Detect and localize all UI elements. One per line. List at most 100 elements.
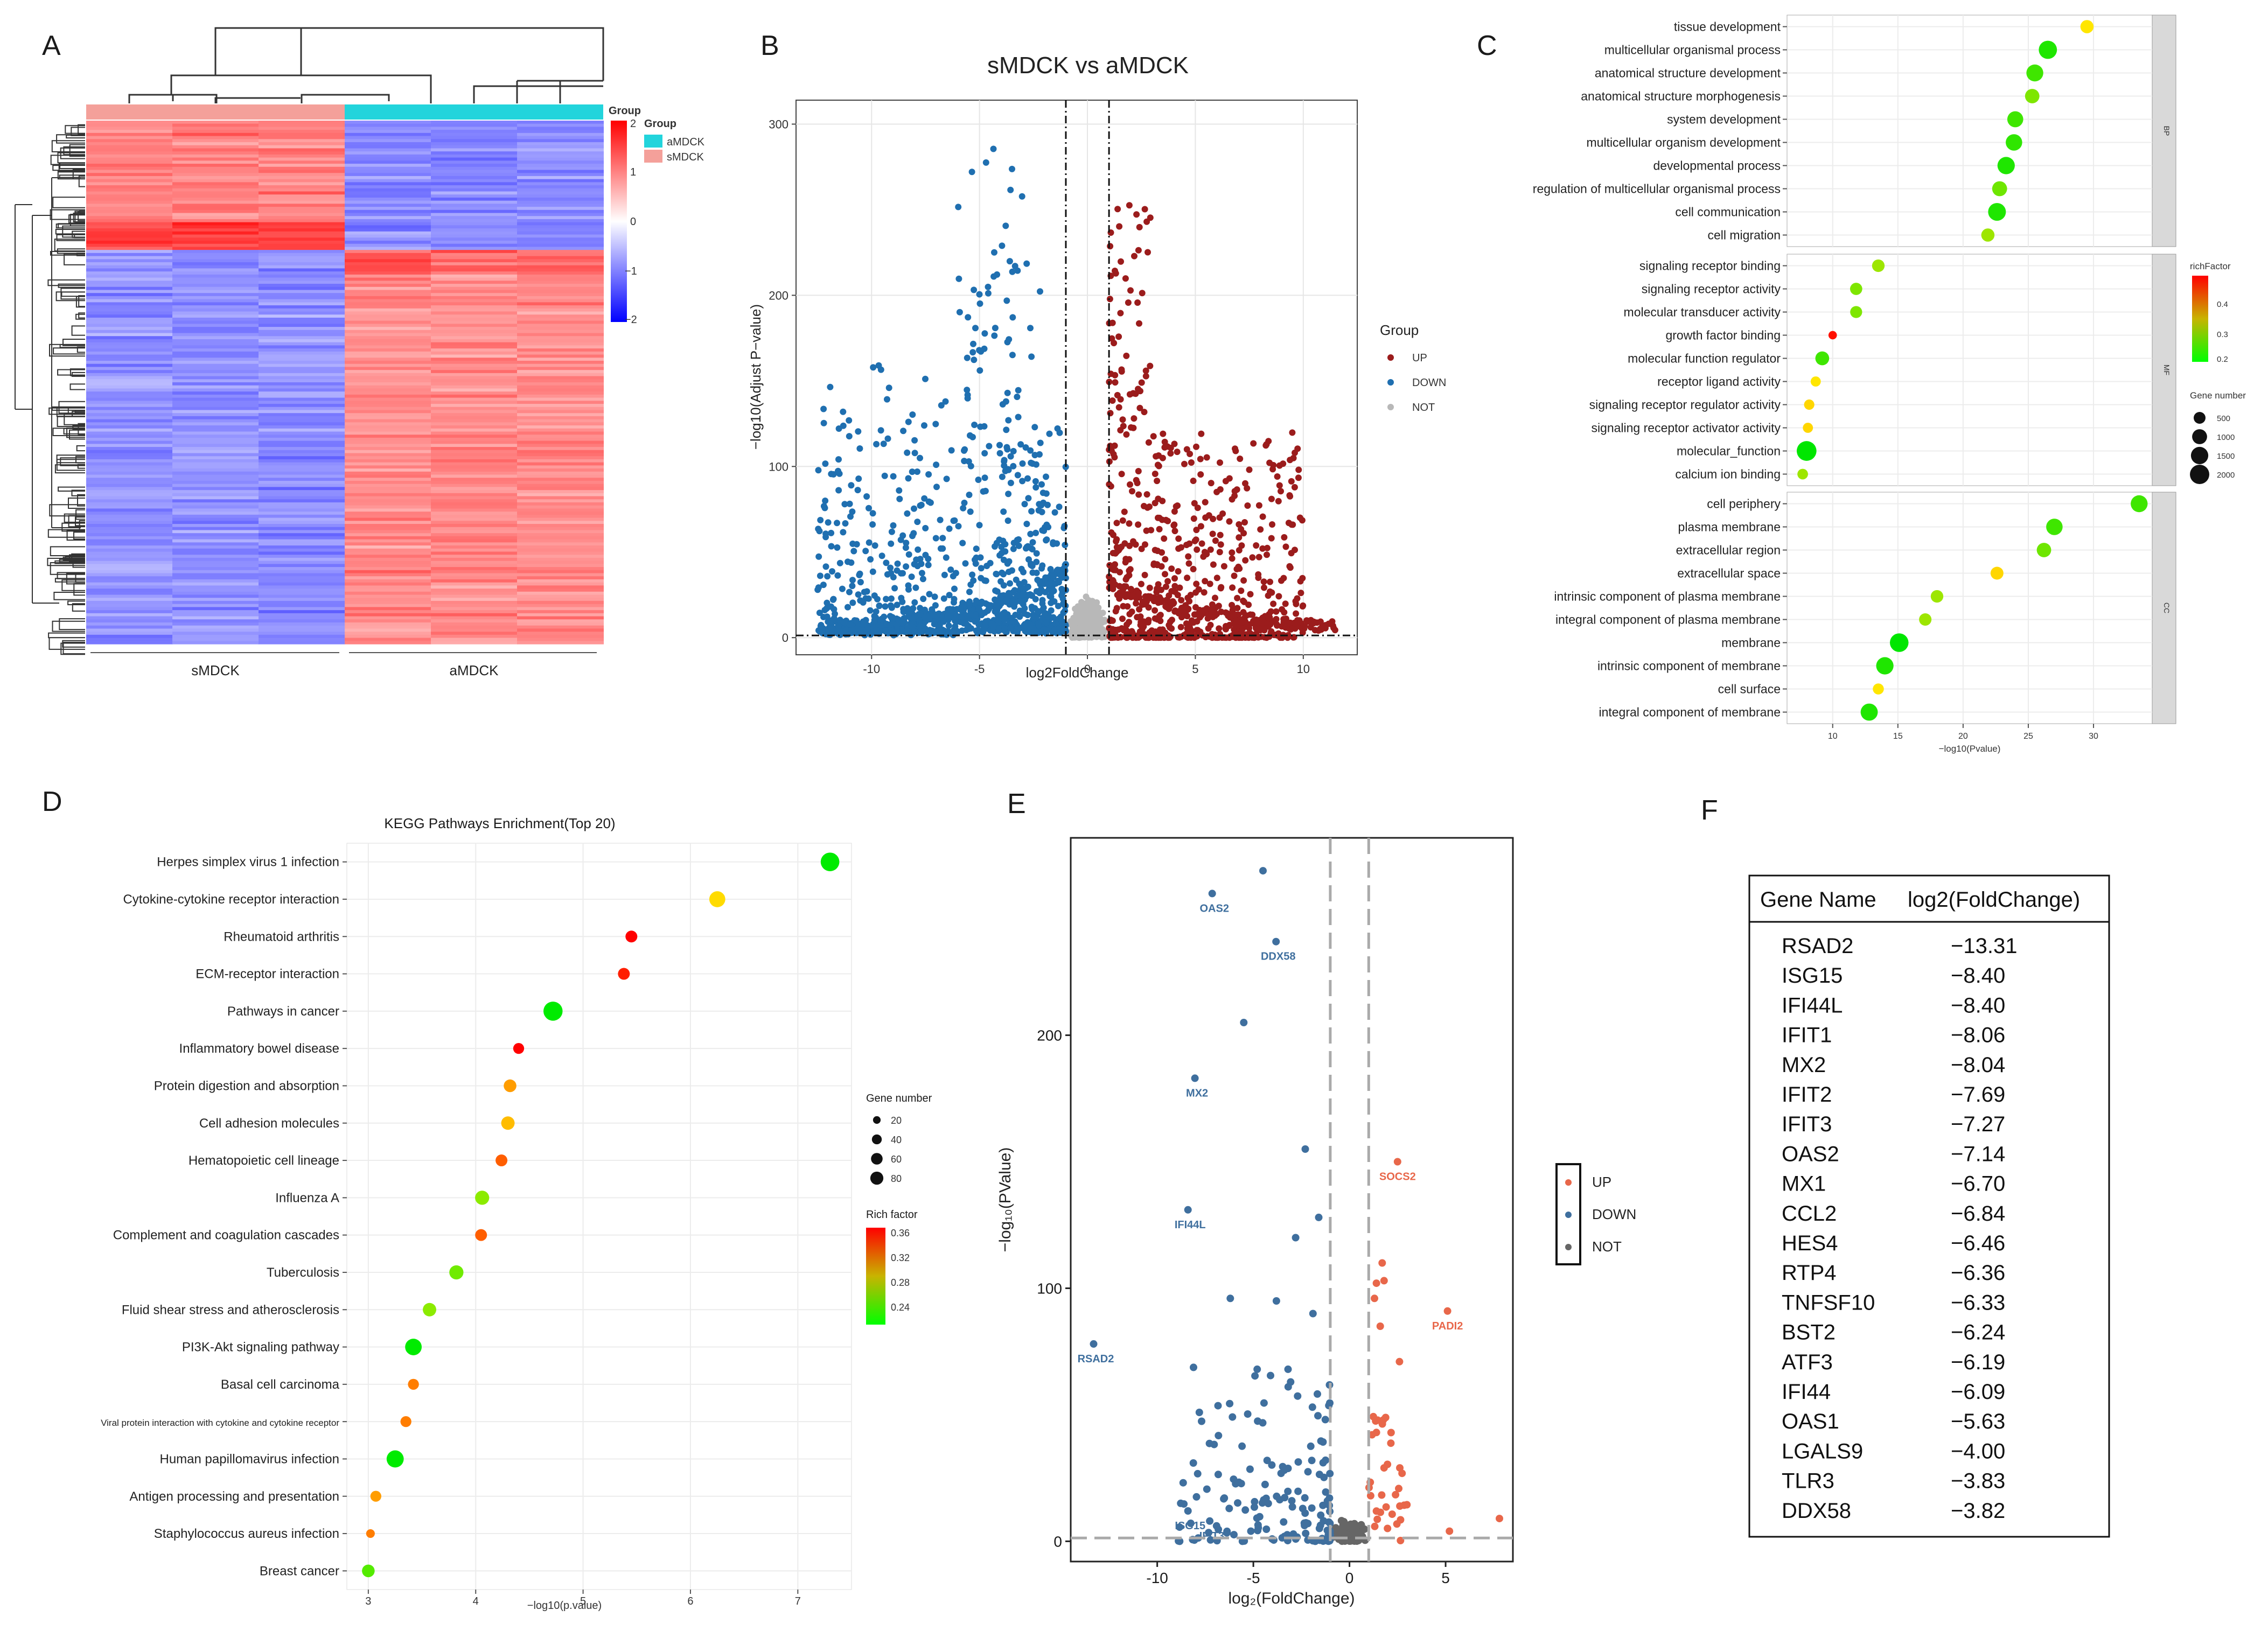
heatmap-cell <box>86 413 173 417</box>
volcano-point-down <box>1028 508 1035 515</box>
heatmap-cell <box>345 440 431 444</box>
heatmap-cell <box>345 533 431 537</box>
heatmap-cell <box>172 468 259 472</box>
go-term-label: signaling receptor regulator activity <box>1589 398 1781 412</box>
volcano-point-down <box>1205 1529 1213 1537</box>
heatmap-cell <box>431 130 518 134</box>
heatmap-cell <box>517 268 604 272</box>
heatmap-cell <box>431 182 518 186</box>
heatmap-cell <box>86 585 173 589</box>
heatmap-cell <box>86 324 173 327</box>
point-label: IFI44L <box>1175 1219 1206 1231</box>
volcano-point-down <box>1022 444 1029 451</box>
heatmap-cell <box>345 394 431 398</box>
go-term-label: membrane <box>1721 636 1781 650</box>
heatmap-cell <box>172 240 259 244</box>
heatmap-cell <box>345 345 431 349</box>
heatmap-cell <box>172 459 259 463</box>
heatmap-cell <box>431 209 518 214</box>
volcano-point-up <box>1207 546 1214 553</box>
heatmap-cell <box>517 342 604 346</box>
volcano-point-down <box>929 627 936 634</box>
heatmap-cell <box>172 286 259 291</box>
volcano-point-down <box>1050 541 1057 548</box>
heatmap-cell <box>259 317 345 321</box>
heatmap-cell <box>86 453 173 457</box>
volcano-point-down <box>1210 1440 1218 1448</box>
heatmap-cell <box>172 410 259 414</box>
heatmap-cell <box>345 259 431 263</box>
volcano-point-down <box>1223 1527 1231 1535</box>
volcano-point-down <box>917 622 924 629</box>
volcano-point-up <box>1138 545 1145 552</box>
volcano-point-down <box>835 467 841 474</box>
volcano-point-up <box>1183 542 1190 548</box>
go-term-label: multicellular organism development <box>1587 136 1781 150</box>
plot-area <box>795 100 1358 655</box>
fold-change-cell: −6.09 <box>1951 1380 2005 1404</box>
heatmap-cell <box>431 240 518 244</box>
pathway-point <box>543 1002 563 1021</box>
volcano-point-down <box>1322 1488 1330 1496</box>
heatmap-cell <box>431 317 518 321</box>
volcano-point-down <box>822 460 829 467</box>
heatmap-cell <box>172 121 259 124</box>
volcano-point-down <box>894 601 901 608</box>
pathway-point <box>386 1450 404 1468</box>
heatmap-cell <box>431 545 518 549</box>
volcano-point-up <box>1231 488 1238 495</box>
heatmap-cell <box>86 281 173 284</box>
heatmap-cell <box>259 616 345 620</box>
heatmap-cell <box>86 594 173 598</box>
heatmap-cell <box>259 268 345 272</box>
heatmap-cell <box>86 496 173 500</box>
volcano-point-down <box>931 593 938 600</box>
labeled-point <box>1184 1206 1192 1214</box>
heatmap-cell <box>517 216 604 220</box>
y-tick-label: 100 <box>769 460 788 473</box>
volcano-point-down <box>1013 576 1020 583</box>
x-tick-label: 0 <box>1084 662 1091 676</box>
heatmap-cell <box>172 570 259 574</box>
x-axis-label: log2FoldChange <box>1026 664 1129 681</box>
heatmap-cell <box>259 530 345 534</box>
heatmap-cell <box>345 524 431 528</box>
volcano-point-down <box>1036 451 1043 458</box>
heatmap-cell <box>172 505 259 509</box>
volcano-point-down <box>1027 447 1034 454</box>
go-term-point <box>1997 157 2015 174</box>
heatmap-cell <box>86 123 173 128</box>
volcano-point-up <box>1213 575 1220 582</box>
volcano-point-down <box>1027 622 1034 628</box>
heatmap-cell <box>259 453 345 457</box>
volcano-point-up <box>1260 578 1267 585</box>
heatmap-cell <box>172 478 259 481</box>
size-legend-marker <box>2190 446 2209 465</box>
volcano-point-up <box>1376 1322 1384 1330</box>
volcano-point-up <box>1141 206 1148 213</box>
heatmap-cell <box>345 367 431 370</box>
heatmap-cell <box>259 382 345 386</box>
heatmap-cell <box>259 628 345 632</box>
heatmap-cell <box>259 391 345 395</box>
pathway-point <box>820 852 840 871</box>
heatmap-cell <box>259 625 345 629</box>
go-term-label: regulation of multicellular organismal p… <box>1533 182 1781 196</box>
volcano-point-down <box>922 375 929 382</box>
volcano-point-up <box>1496 1515 1503 1523</box>
heatmap-cell <box>517 604 604 607</box>
volcano-point-down <box>1259 1419 1267 1427</box>
volcano-point-down <box>972 560 979 567</box>
volcano-point-up <box>1286 563 1293 570</box>
volcano-point-down <box>1314 1412 1322 1420</box>
legend-tick: 0.2 <box>2217 355 2228 364</box>
heatmap-cell <box>517 385 604 389</box>
heatmap-cell <box>172 628 259 632</box>
heatmap-cell <box>86 166 173 171</box>
volcano-point-up <box>1194 546 1201 553</box>
heatmap-cell <box>345 339 431 343</box>
volcano-point-down <box>1267 1371 1274 1380</box>
heatmap-cells <box>86 121 604 645</box>
heatmap-cell <box>172 209 259 214</box>
heatmap-cell <box>345 333 431 337</box>
